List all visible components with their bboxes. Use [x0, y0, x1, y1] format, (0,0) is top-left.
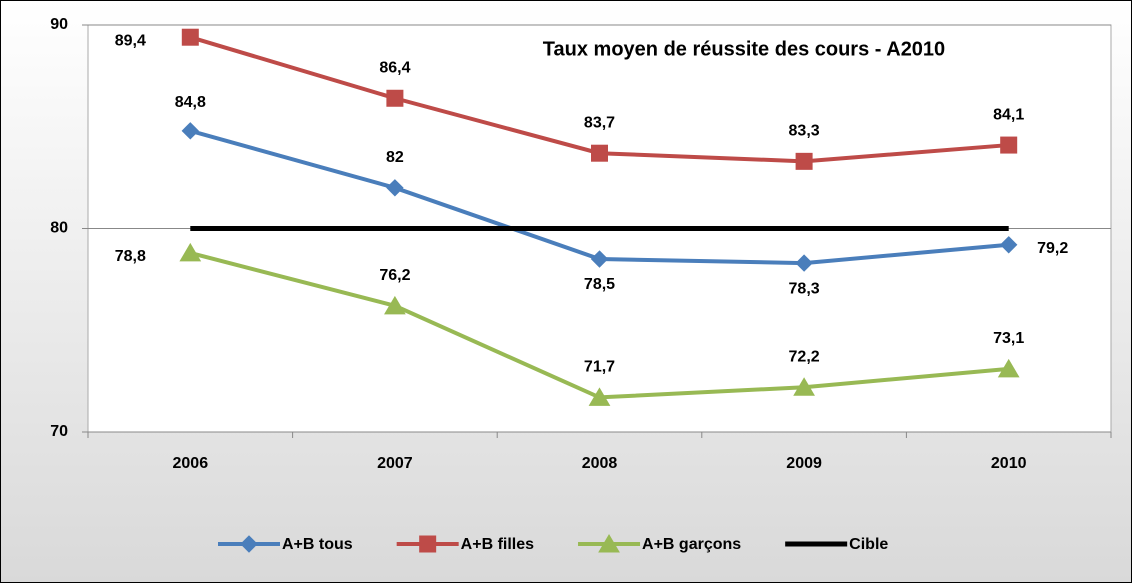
- point: [591, 144, 608, 162]
- x-tick-label: 2006: [173, 455, 209, 472]
- legend-label: Cible: [849, 536, 888, 553]
- data-label: 89,4: [115, 32, 146, 49]
- data-label: 86,4: [379, 59, 410, 76]
- chart-title: Taux moyen de réussite des cours - A2010: [543, 38, 945, 60]
- point: [997, 358, 1020, 378]
- y-tick-label: 80: [50, 220, 68, 237]
- data-label: 78,5: [584, 276, 615, 293]
- data-label: 84,1: [993, 106, 1024, 123]
- point: [793, 377, 815, 396]
- x-tick-label: 2007: [377, 455, 413, 472]
- point: [795, 254, 813, 272]
- y-tick-label: 90: [50, 16, 68, 33]
- point: [1000, 136, 1018, 154]
- data-label: 83,3: [789, 123, 820, 140]
- point: [181, 28, 199, 46]
- data-label: 76,2: [379, 267, 410, 284]
- x-tick-label: 2008: [582, 455, 618, 472]
- point: [588, 387, 611, 406]
- data-label: 79,2: [1037, 240, 1068, 257]
- data-label: 83,7: [584, 114, 615, 131]
- point: [590, 250, 609, 268]
- legend-marker: [598, 534, 620, 553]
- data-label: 72,2: [789, 348, 820, 365]
- point: [999, 236, 1018, 254]
- data-label: 73,1: [993, 330, 1024, 347]
- legend-label: A+B filles: [461, 536, 534, 553]
- point: [179, 242, 202, 262]
- legend-marker: [419, 535, 437, 553]
- legend-marker: [240, 535, 258, 553]
- data-label: 82: [386, 149, 404, 166]
- point: [384, 295, 406, 315]
- point: [181, 122, 200, 140]
- x-tick-label: 2009: [786, 455, 822, 472]
- point: [795, 152, 813, 170]
- point: [386, 179, 404, 197]
- y-tick-label: 70: [50, 423, 68, 440]
- data-label: 78,3: [789, 280, 820, 297]
- point: [386, 89, 404, 107]
- data-label: 84,8: [175, 94, 206, 111]
- data-label: 71,7: [584, 359, 615, 376]
- data-label: 78,8: [115, 248, 146, 265]
- x-tick-label: 2010: [991, 455, 1027, 472]
- legend-label: A+B garçons: [642, 536, 741, 553]
- legend-label: A+B tous: [282, 536, 353, 553]
